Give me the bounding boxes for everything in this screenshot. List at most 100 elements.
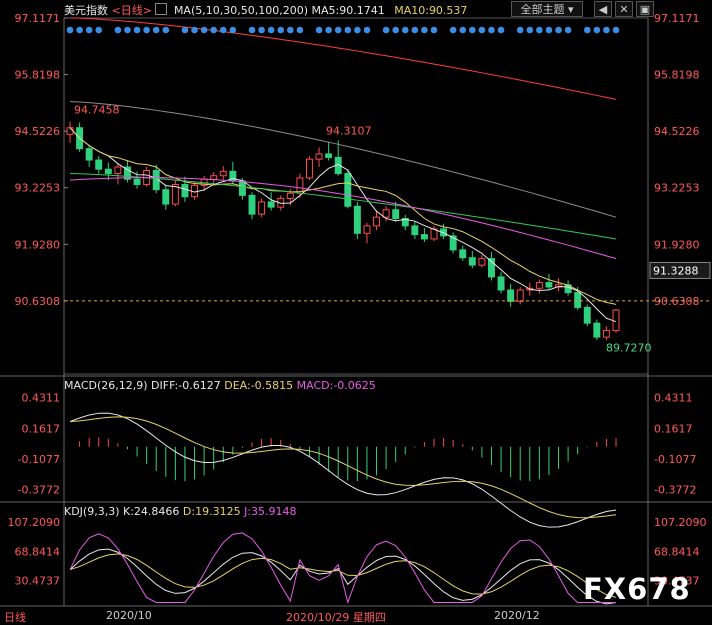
candle-up xyxy=(66,127,74,135)
kdj-k: K:24.8466 xyxy=(123,505,180,518)
signal-dot xyxy=(488,26,495,34)
candle-up xyxy=(286,192,294,199)
candle-down xyxy=(267,201,275,208)
signal-dot xyxy=(411,26,419,34)
signal-dot xyxy=(603,26,610,34)
candle-down xyxy=(104,168,112,175)
last-price-label: 91.3288 xyxy=(653,264,699,277)
candle-down xyxy=(488,258,495,278)
signal-dot xyxy=(114,26,122,34)
kdj-tick-left: 107.2090 xyxy=(8,516,61,529)
ma5-line xyxy=(69,127,617,323)
kdj-d: D:19.3125 xyxy=(182,505,241,518)
signal-dot xyxy=(593,26,601,34)
signal-dot xyxy=(430,26,438,34)
expand-icon[interactable]: ▣ xyxy=(636,1,654,17)
signal-dot xyxy=(287,26,294,34)
price-tick-left: 91.9280 xyxy=(15,238,61,251)
signal-dot xyxy=(536,26,543,34)
candle-down xyxy=(353,205,361,234)
theme-button[interactable]: 全部主题 ▾ xyxy=(511,1,583,17)
signal-dot xyxy=(449,26,457,34)
candle-up xyxy=(382,209,390,218)
footer-period[interactable]: 日线 xyxy=(4,611,26,624)
macd-tick-right: 0.1617 xyxy=(654,422,693,435)
footer-cursor-date: 2020/10/29 星期四 xyxy=(286,611,386,624)
signal-dot xyxy=(392,26,399,34)
ma200-line xyxy=(69,17,617,100)
candle-down xyxy=(248,194,256,215)
candle-up xyxy=(306,158,313,179)
candle-down xyxy=(124,166,131,180)
macd-tick-left: -0.1077 xyxy=(18,453,60,466)
candle-down xyxy=(95,159,103,170)
kdj-tick-right: 30.4737 xyxy=(654,575,700,588)
candle-down xyxy=(325,153,333,158)
kdj-k-line xyxy=(69,548,617,605)
ma5-value: MA5:90.1741 xyxy=(311,4,385,17)
signal-dot xyxy=(583,26,591,34)
signal-dot xyxy=(133,26,141,34)
macd-label: MACD(26,12,9) xyxy=(64,379,148,392)
signal-dot xyxy=(315,26,323,34)
price-tick-left: 97.1171 xyxy=(15,12,61,25)
signal-dot xyxy=(325,26,332,34)
period-label[interactable]: <日线> xyxy=(111,4,152,17)
kdj-label: KDJ(9,3,3) xyxy=(64,505,120,518)
candle-down xyxy=(401,217,409,227)
macd-value: MACD:-0.0625 xyxy=(296,379,376,392)
macd-dea: DEA:-0.5815 xyxy=(224,379,294,392)
settings-box-icon[interactable] xyxy=(155,3,168,15)
macd-tick-left: 0.1617 xyxy=(22,422,61,435)
signal-dot xyxy=(152,26,160,34)
low-annotation: 89.7270 xyxy=(606,341,652,354)
candle-down xyxy=(162,189,170,205)
macd-tick-right: 0.4311 xyxy=(654,392,693,405)
candle-up xyxy=(219,170,227,177)
candle-down xyxy=(507,289,515,302)
candle-down xyxy=(497,276,505,291)
signal-dot xyxy=(95,26,103,34)
signal-dot xyxy=(344,26,352,34)
kdj-j-line xyxy=(69,532,616,604)
signal-dot xyxy=(277,26,285,34)
candle-down xyxy=(392,209,400,219)
kdj-tick-right: 68.8414 xyxy=(654,545,700,558)
candle-down xyxy=(593,322,601,338)
candle-up xyxy=(612,309,620,332)
signal-dot xyxy=(76,26,83,34)
signal-dot xyxy=(478,26,486,34)
candle-down xyxy=(583,306,591,324)
footer-date-dec: 2020/12 xyxy=(494,609,540,622)
kdj-d-line xyxy=(69,553,617,598)
signal-dot xyxy=(497,26,505,34)
price-tick-right: 91.9280 xyxy=(654,238,700,251)
candle-up xyxy=(535,282,543,289)
ma10-line xyxy=(69,127,617,305)
signal-dot xyxy=(229,26,237,34)
signal-dot xyxy=(363,26,371,34)
close-icon[interactable]: ✕ xyxy=(615,1,633,17)
candle-up xyxy=(210,175,218,180)
footer-date-oct: 2020/10 xyxy=(106,609,152,622)
candle-down xyxy=(459,249,467,259)
price-tick-right: 95.8198 xyxy=(654,69,700,82)
price-tick-left: 94.5226 xyxy=(15,125,61,138)
signal-dot xyxy=(516,26,524,34)
candle-down xyxy=(85,148,93,161)
signal-dot xyxy=(267,26,275,34)
macd-tick-left: 0.4311 xyxy=(22,392,61,405)
peak-annotation: 94.3107 xyxy=(326,124,372,137)
signal-dot xyxy=(219,26,227,34)
watermark-logo: FX678 xyxy=(583,572,691,606)
candle-down xyxy=(574,292,582,308)
price-tick-right: 97.1171 xyxy=(654,12,700,25)
candle-down xyxy=(468,257,476,266)
signal-dot xyxy=(555,26,562,34)
signal-dot xyxy=(210,26,217,34)
signal-dot xyxy=(382,26,390,34)
candle-down xyxy=(420,234,428,240)
instrument-title: 美元指数 xyxy=(64,4,108,17)
prev-button[interactable]: ◀ xyxy=(594,1,612,17)
candle-down xyxy=(238,180,246,196)
